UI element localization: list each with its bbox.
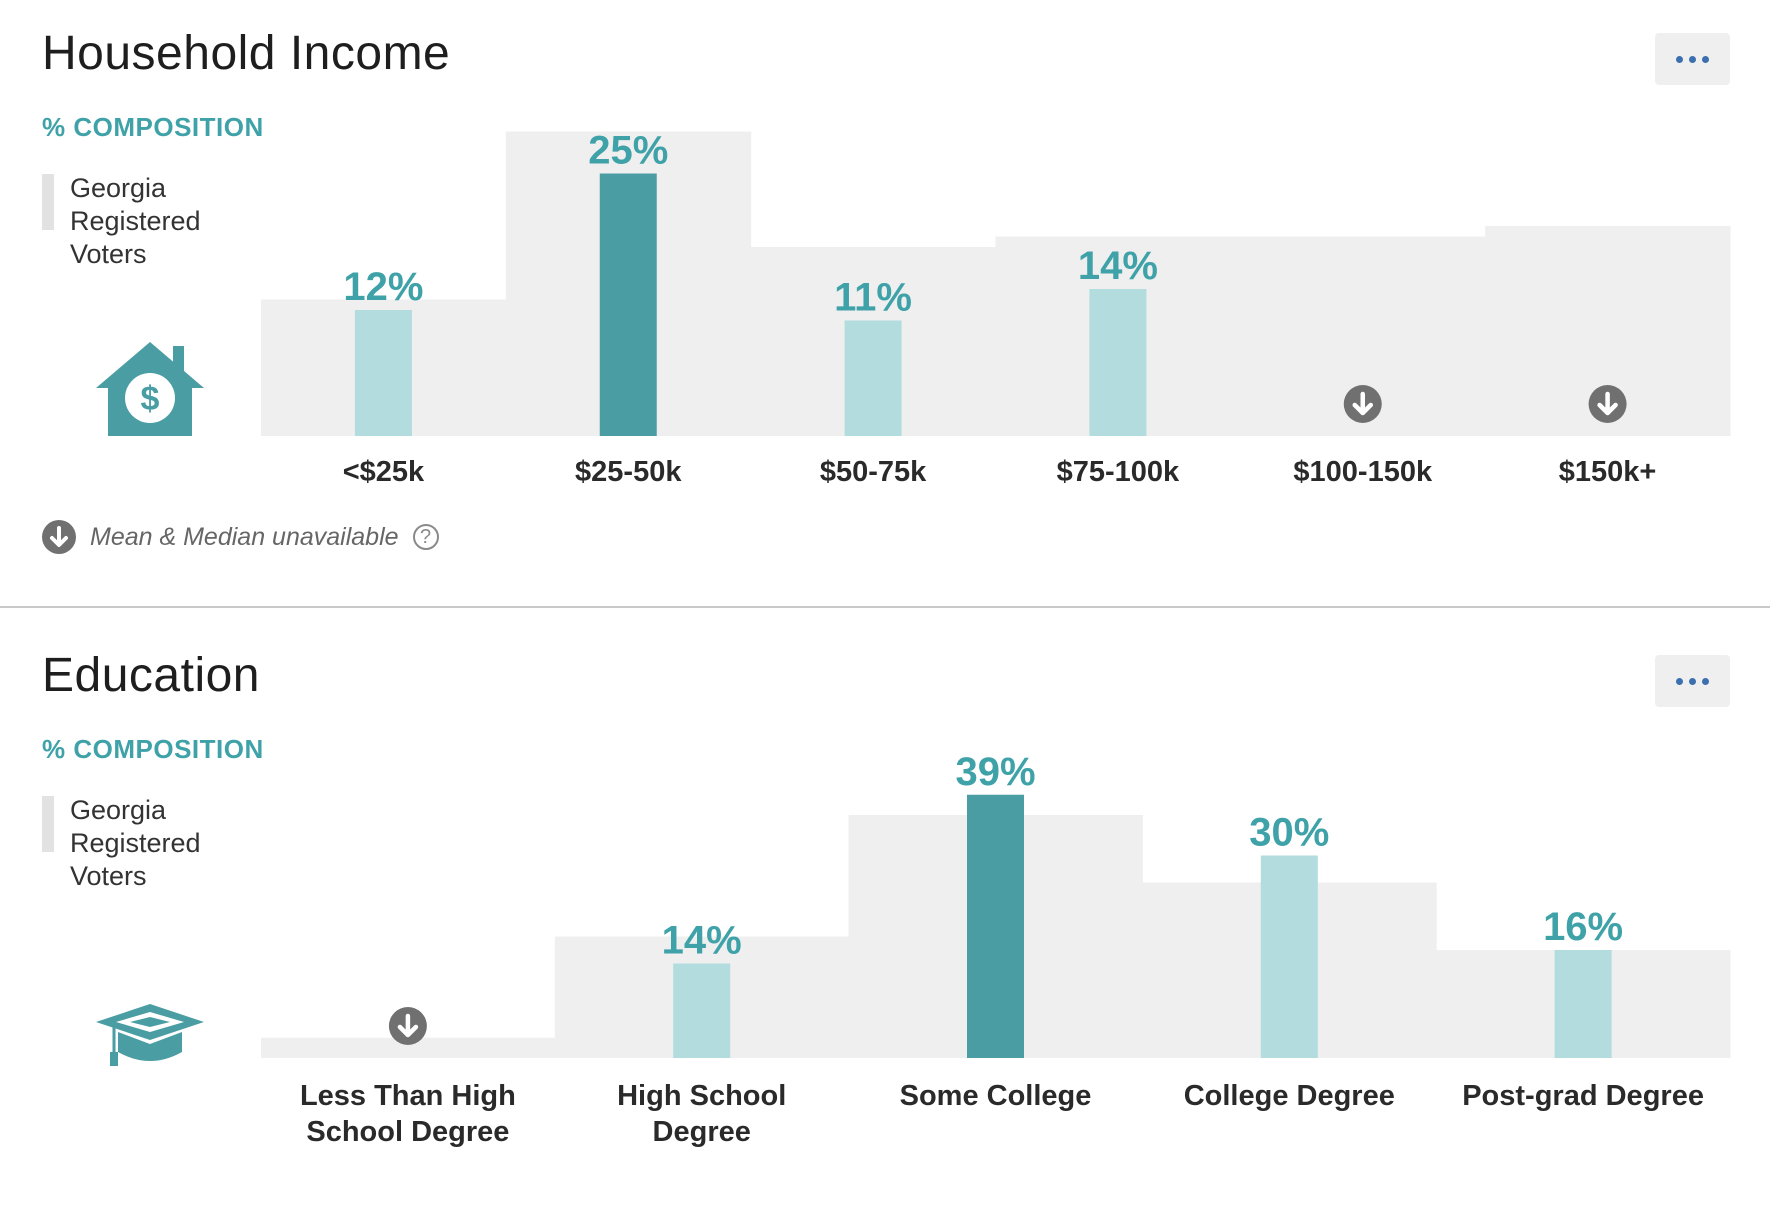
category-label: High School Degree xyxy=(617,1080,786,1148)
legend-swatch xyxy=(42,796,54,852)
data-label: 11% xyxy=(834,276,912,320)
section-title: Education xyxy=(42,649,260,702)
data-label: 12% xyxy=(343,265,423,309)
more-options-button[interactable] xyxy=(1655,33,1730,85)
category-label: $50-75k xyxy=(820,456,927,488)
data-label: 30% xyxy=(1249,811,1329,855)
composition-label: % COMPOSITION xyxy=(42,112,264,142)
data-bar xyxy=(354,310,412,436)
category-label: Post-grad Degree xyxy=(1462,1080,1704,1112)
category-label: College Degree xyxy=(1184,1080,1395,1112)
household-income-panel: Household Income % COMPOSITION Georgia R… xyxy=(0,0,1770,600)
category-label: $75-100k xyxy=(1057,456,1180,488)
category-label: Less Than High School Degree xyxy=(300,1080,516,1148)
category-label: $100-150k xyxy=(1293,456,1433,488)
composition-label: % COMPOSITION xyxy=(42,734,264,764)
more-horizontal-icon xyxy=(1676,55,1683,63)
baseline-bar xyxy=(261,1037,556,1058)
svg-text:$: $ xyxy=(141,380,160,418)
data-bar xyxy=(967,794,1024,1058)
data-label: 25% xyxy=(588,129,668,173)
house-dollar-icon: $ xyxy=(96,342,204,436)
question-circle-icon[interactable]: ? xyxy=(412,524,439,550)
education-panel: Education % COMPOSITION Georgia Register… xyxy=(0,622,1770,1222)
data-label: 14% xyxy=(662,919,742,963)
category-label: $150k+ xyxy=(1559,456,1657,488)
legend-swatch xyxy=(42,174,54,230)
data-bar xyxy=(599,173,657,436)
legend-label: Georgia Registered Voters xyxy=(70,795,201,891)
data-bar xyxy=(673,963,731,1058)
arrow-down-circle-icon xyxy=(42,520,76,554)
education-chart: Less Than High School Degree 14% High Schoo… xyxy=(261,750,1731,1148)
graduation-cap-icon xyxy=(96,1004,204,1066)
data-bar xyxy=(844,320,902,436)
more-horizontal-icon xyxy=(1676,677,1683,685)
data-label: 16% xyxy=(1543,905,1623,949)
section-divider xyxy=(0,606,1770,608)
unavailable-arrow-icon xyxy=(1588,385,1627,423)
category-label: <$25k xyxy=(343,456,425,488)
footnote: Mean & Median unavailable ? xyxy=(42,520,439,554)
data-bar xyxy=(1554,950,1612,1058)
unavailable-arrow-icon xyxy=(388,1007,427,1045)
unavailable-arrow-icon xyxy=(1343,385,1382,423)
data-bar xyxy=(1089,289,1147,436)
data-label: 14% xyxy=(1078,244,1158,288)
category-label: Some College xyxy=(900,1080,1092,1112)
household-income-chart: 12% <$25k 25% $25-50k 11% $50-75k 14% $75-100k $… xyxy=(261,129,1731,488)
data-label: 39% xyxy=(955,750,1035,794)
more-options-button[interactable] xyxy=(1655,655,1730,707)
category-label: $25-50k xyxy=(575,456,682,488)
data-bar xyxy=(1260,855,1318,1058)
legend-label: Georgia Registered Voters xyxy=(70,173,201,269)
footnote-text: Mean & Median unavailable xyxy=(90,522,399,551)
section-title: Household Income xyxy=(42,27,451,80)
